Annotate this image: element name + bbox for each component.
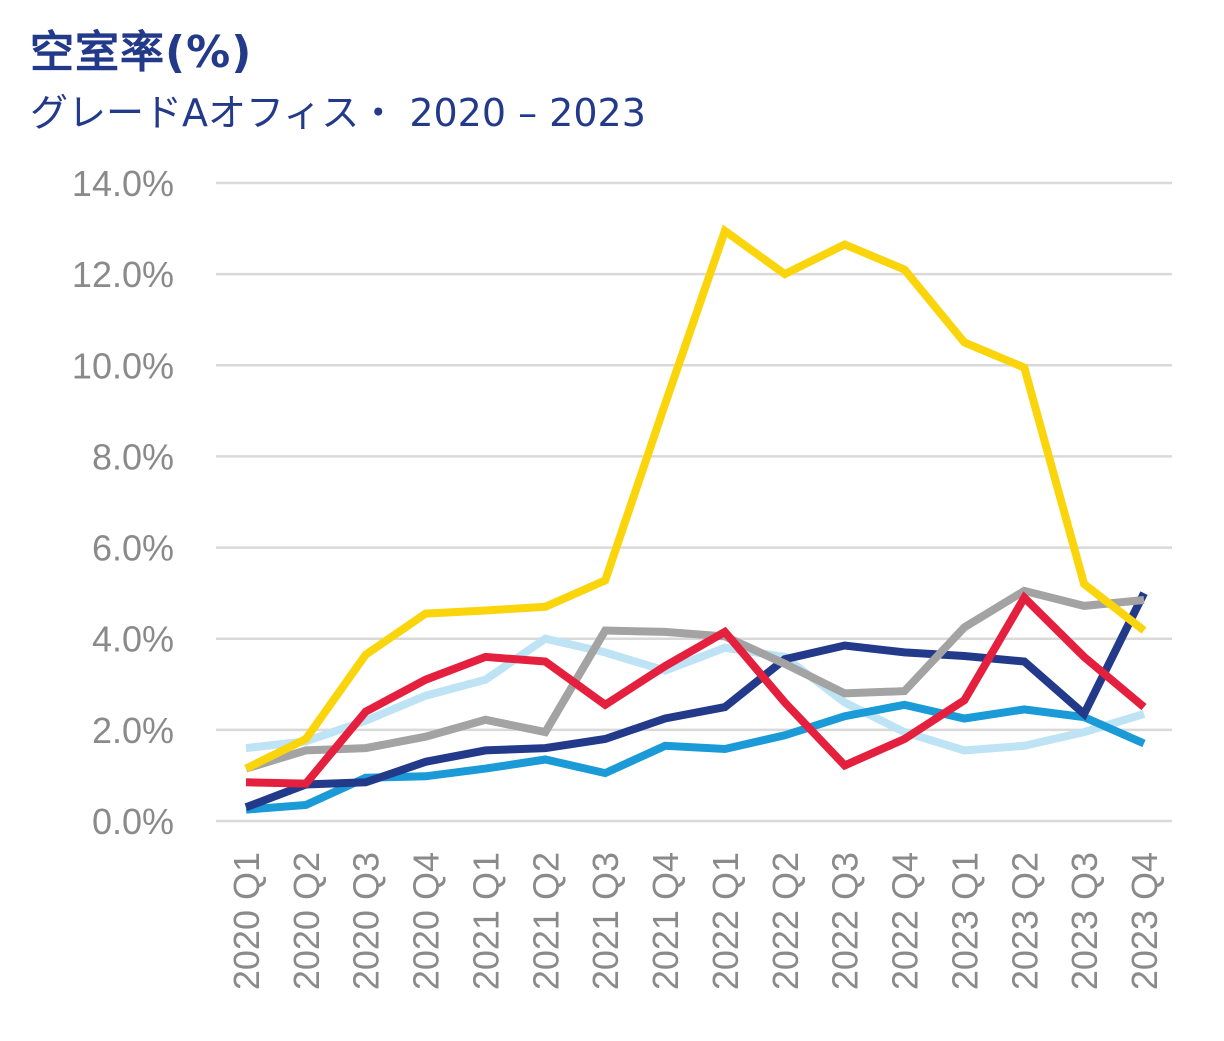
series-line-grey bbox=[244, 586, 1145, 773]
series-line-blue bbox=[245, 700, 1146, 814]
chart-title: 空室率(%) bbox=[30, 27, 253, 78]
x-tick-label: 2022 Q2 bbox=[765, 852, 806, 990]
x-tick-label: 2020 Q3 bbox=[346, 852, 387, 990]
x-tick-label: 2020 Q2 bbox=[286, 852, 327, 990]
x-tick-label: 2022 Q1 bbox=[705, 852, 746, 990]
series-line-light-blue bbox=[245, 634, 1146, 755]
x-tick-label: 2023 Q3 bbox=[1064, 852, 1105, 990]
x-axis-ticks: 2020 Q1 2020 Q2 2020 Q3 2020 Q4 2021 Q1 2021 … bbox=[226, 852, 1165, 990]
series-lines bbox=[244, 224, 1148, 814]
x-tick-label: 2022 Q3 bbox=[825, 852, 866, 990]
y-tick-label: 4.0% bbox=[92, 619, 174, 660]
y-tick-label: 0.0% bbox=[92, 801, 174, 842]
x-tick-label: 2022 Q4 bbox=[885, 852, 926, 990]
y-tick-label: 6.0% bbox=[92, 528, 174, 569]
x-tick-label: 2021 Q3 bbox=[585, 852, 626, 990]
y-tick-label: 8.0% bbox=[92, 436, 174, 477]
y-tick-label: 12.0% bbox=[72, 254, 174, 295]
series-line-red bbox=[245, 591, 1147, 788]
x-tick-label: 2023 Q2 bbox=[1004, 852, 1045, 990]
y-tick-label: 10.0% bbox=[72, 345, 174, 386]
y-axis-ticks: 0.0% 2.0% 4.0% 6.0% 8.0% 10.0% 12.0% 14.0% bbox=[72, 163, 174, 842]
series-line-yellow bbox=[244, 224, 1147, 773]
y-tick-label: 2.0% bbox=[92, 710, 174, 751]
x-tick-label: 2020 Q1 bbox=[226, 852, 267, 990]
x-tick-label: 2021 Q4 bbox=[645, 852, 686, 990]
y-tick-label: 14.0% bbox=[72, 163, 174, 204]
x-tick-label: 2021 Q2 bbox=[525, 852, 566, 990]
x-tick-label: 2021 Q1 bbox=[465, 852, 506, 990]
x-tick-label: 2020 Q4 bbox=[406, 852, 447, 990]
x-tick-label: 2023 Q1 bbox=[944, 852, 985, 990]
series-line-navy bbox=[244, 591, 1148, 812]
grid-lines bbox=[216, 181, 1172, 823]
chart-subtitle: グレードAオフィス・ 2020 – 2023 bbox=[30, 91, 646, 135]
x-tick-label: 2023 Q4 bbox=[1124, 852, 1165, 990]
